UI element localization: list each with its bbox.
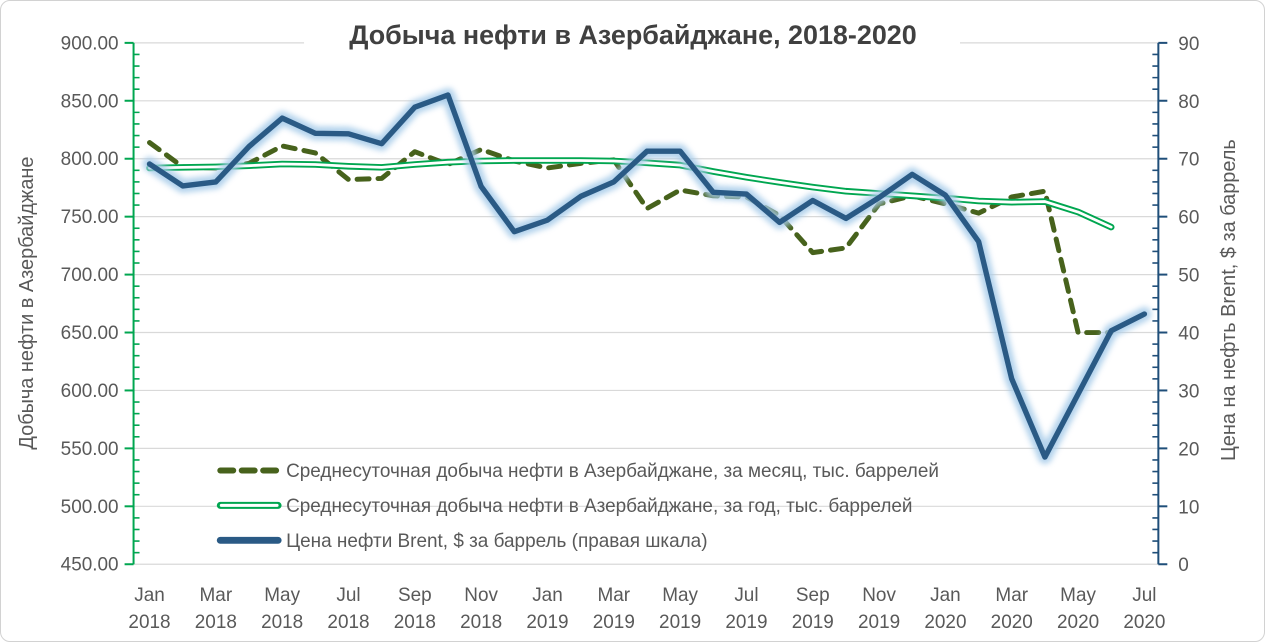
left-axis-title: Добыча нефти в Азербайджане <box>16 157 38 450</box>
x-axis-year-label: 2019 <box>792 612 834 633</box>
series-lines <box>142 88 1152 465</box>
x-axis-year-label: 2018 <box>261 612 303 633</box>
right-axis-tick-label: 90 <box>1178 34 1199 55</box>
title-background <box>304 9 960 52</box>
right-axis-tick-label: 10 <box>1178 497 1199 518</box>
legend-item-brent-price: Цена нефти Brent, $ за баррель (правая ш… <box>216 531 708 552</box>
x-axis-year-label: 2019 <box>593 612 635 633</box>
x-axis-month-label: May <box>662 585 698 606</box>
x-axis-month-label: Mar <box>200 585 233 606</box>
left-axis-tick-label: 750.00 <box>61 207 119 228</box>
right-axis-tick-label: 30 <box>1178 381 1199 402</box>
axes: 900.00 850.00 800.00 750.00 700.00 650.00 600.… <box>61 33 1200 633</box>
left-axis-tick-label: 450.00 <box>61 555 119 576</box>
x-axis-year-label: 2020 <box>1057 612 1099 633</box>
right-axis-title: Цена на нефть Brent, $ за баррель <box>1218 139 1240 461</box>
right-axis-tick-label: 50 <box>1178 266 1199 287</box>
legend-label: Среднесуточная добыча нефти в Азербайджа… <box>286 496 912 517</box>
x-axis-year-label: 2018 <box>327 612 369 633</box>
x-axis-year-label: 2018 <box>195 612 237 633</box>
legend-item-monthly-production: Среднесуточная добыча нефти в Азербайджа… <box>217 461 939 482</box>
x-axis-month-label: Mar <box>597 585 630 606</box>
legend-label: Цена нефти Brent, $ за баррель (правая ш… <box>286 531 707 552</box>
right-axis-tick-label: 80 <box>1178 92 1199 113</box>
right-axis-tick-label: 70 <box>1178 150 1199 171</box>
left-axis-tick-label: 650.00 <box>61 323 119 344</box>
x-axis-month-label: Sep <box>796 585 830 606</box>
left-axis-tick-label: 900.00 <box>61 33 119 54</box>
x-axis-year-label: 2018 <box>460 612 502 633</box>
gridlines <box>133 42 1159 565</box>
x-axis-month-label: May <box>264 585 300 606</box>
x-axis-month-label: Nov <box>464 585 498 606</box>
x-axis-year-label: 2020 <box>1123 612 1165 633</box>
x-axis-month-label: Jan <box>532 585 563 606</box>
right-axis-tick-label: 60 <box>1178 208 1199 229</box>
x-axis-month-label: Jul <box>734 585 758 606</box>
chart-title: Добыча нефти в Азербайджане, 2018-2020 <box>349 20 916 50</box>
left-axis-tick-label: 550.00 <box>61 439 119 460</box>
right-axis-tick-label: 40 <box>1178 323 1199 344</box>
x-axis-year-label: 2020 <box>924 612 966 633</box>
x-axis-year-label: 2018 <box>394 612 436 633</box>
x-axis-year-label: 2019 <box>659 612 701 633</box>
left-axis-tick-label: 500.00 <box>61 497 119 518</box>
left-axis-tick-label: 700.00 <box>61 265 119 286</box>
x-axis-month-label: Jul <box>336 585 360 606</box>
x-axis-year-label: 2019 <box>858 612 900 633</box>
x-axis-year-label: 2020 <box>991 612 1033 633</box>
right-axis-tick-label: 0 <box>1178 555 1189 576</box>
x-axis-month-label: Jan <box>134 585 165 606</box>
x-axis-month-label: Jan <box>930 585 961 606</box>
x-axis-year-label: 2019 <box>526 612 568 633</box>
x-axis-year-label: 2018 <box>128 612 170 633</box>
legend-label: Среднесуточная добыча нефти в Азербайджа… <box>286 461 939 482</box>
left-axis-tick-label: 600.00 <box>61 381 119 402</box>
x-axis-month-label: Nov <box>862 585 896 606</box>
x-axis-month-label: Mar <box>995 585 1028 606</box>
x-axis-month-label: May <box>1060 585 1096 606</box>
right-axis-tick-label: 20 <box>1178 439 1199 460</box>
x-axis-year-label: 2019 <box>725 612 767 633</box>
legend-item-annual-production: Среднесуточная добыча нефти в Азербайджа… <box>216 496 912 517</box>
left-axis-tick-label: 850.00 <box>61 91 119 112</box>
left-axis-tick-label: 800.00 <box>61 149 119 170</box>
legend: Среднесуточная добыча нефти в Азербайджа… <box>216 461 939 552</box>
x-axis-month-label: Jul <box>1132 585 1156 606</box>
x-axis-month-label: Sep <box>398 585 432 606</box>
series-line-brent-price <box>142 88 1152 465</box>
